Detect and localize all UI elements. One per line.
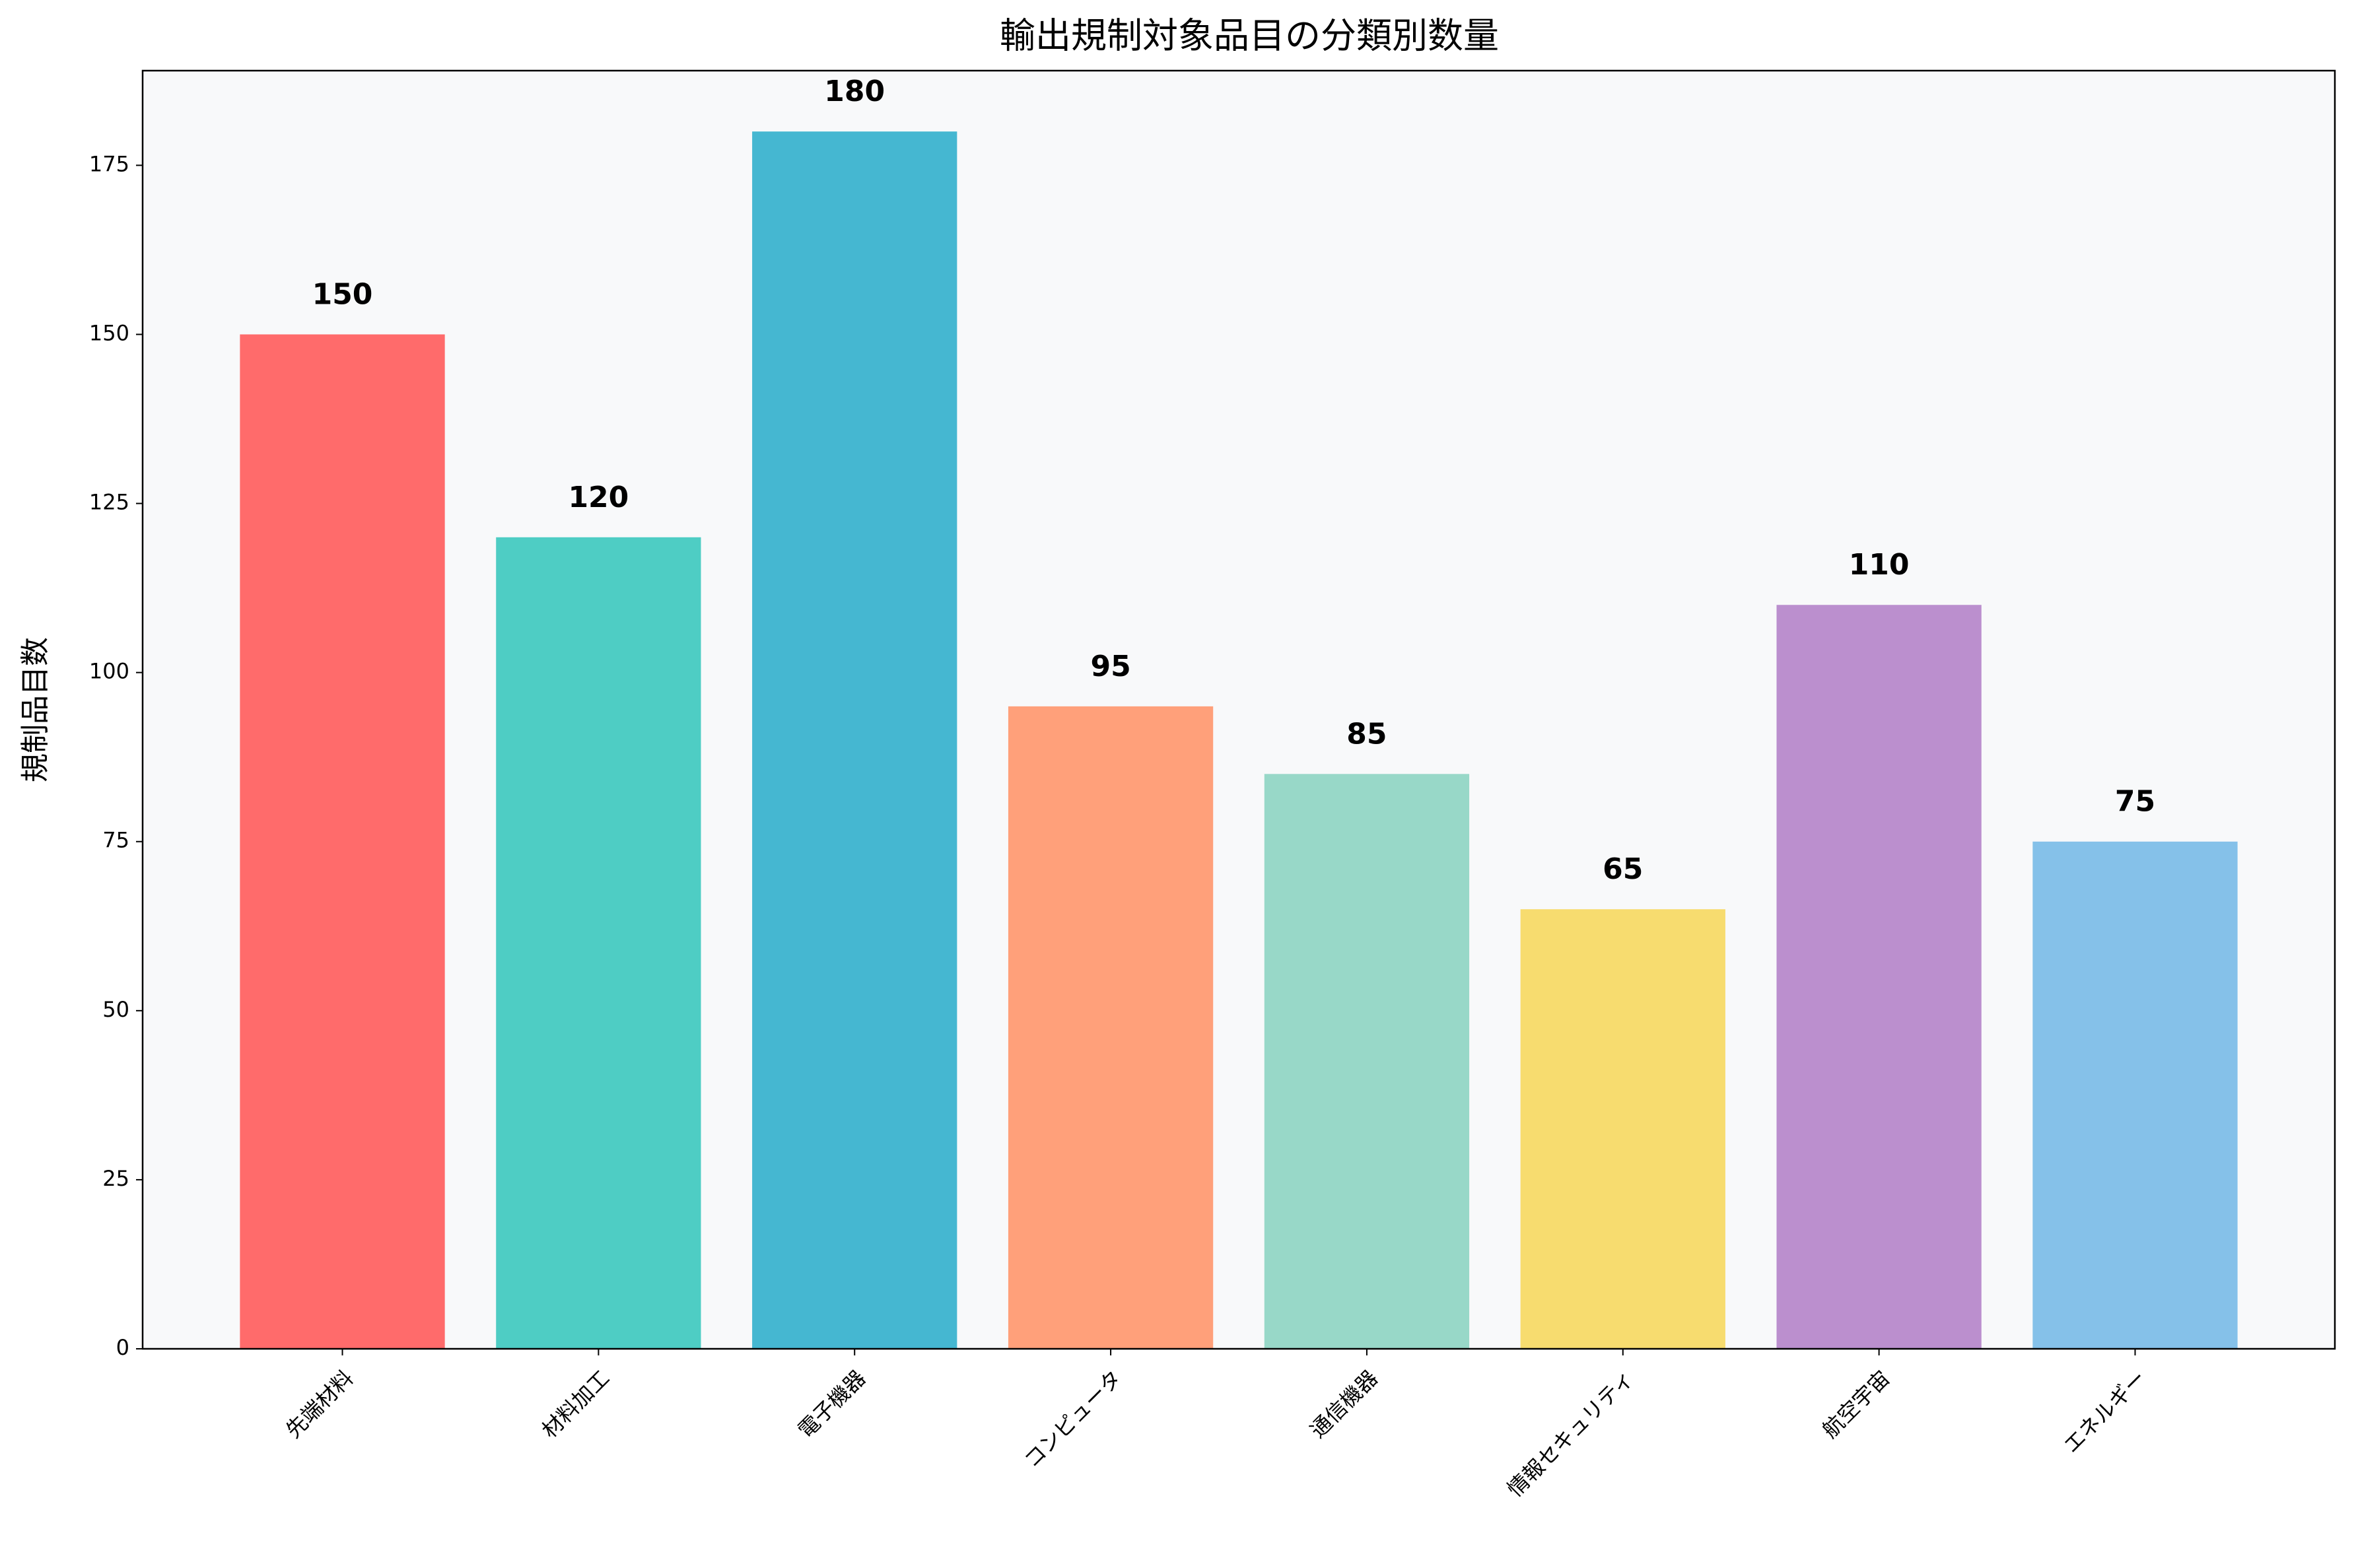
y-tick-label: 50 xyxy=(102,997,129,1022)
value-label: 65 xyxy=(1603,852,1643,886)
bar xyxy=(1520,909,1725,1349)
value-label: 75 xyxy=(2115,785,2155,819)
bar xyxy=(1008,706,1214,1349)
plot-area xyxy=(143,71,2335,1349)
y-tick-label: 100 xyxy=(89,659,129,684)
bar xyxy=(2032,841,2238,1349)
value-label: 120 xyxy=(568,481,629,514)
y-tick-label: 25 xyxy=(102,1166,129,1191)
plot-frame xyxy=(141,69,2336,1350)
value-label: 85 xyxy=(1346,717,1387,751)
value-label: 95 xyxy=(1090,650,1130,683)
y-tick-label: 175 xyxy=(89,151,129,176)
y-tick-label: 75 xyxy=(102,828,129,853)
bar xyxy=(1776,605,1982,1349)
value-label: 180 xyxy=(824,75,885,108)
y-tick-label: 125 xyxy=(89,490,129,515)
y-tick-label: 0 xyxy=(116,1335,129,1360)
chart-title: 輸出規制対象品目の分類別数量 xyxy=(1000,15,1499,57)
bar xyxy=(496,537,701,1349)
bar xyxy=(752,131,957,1349)
y-axis-label: 規制品目数 xyxy=(18,637,52,782)
y-tick-label: 150 xyxy=(89,320,129,345)
value-label: 110 xyxy=(1849,548,1910,582)
value-label: 150 xyxy=(312,277,373,311)
bar xyxy=(240,334,445,1349)
bar xyxy=(1264,774,1470,1349)
